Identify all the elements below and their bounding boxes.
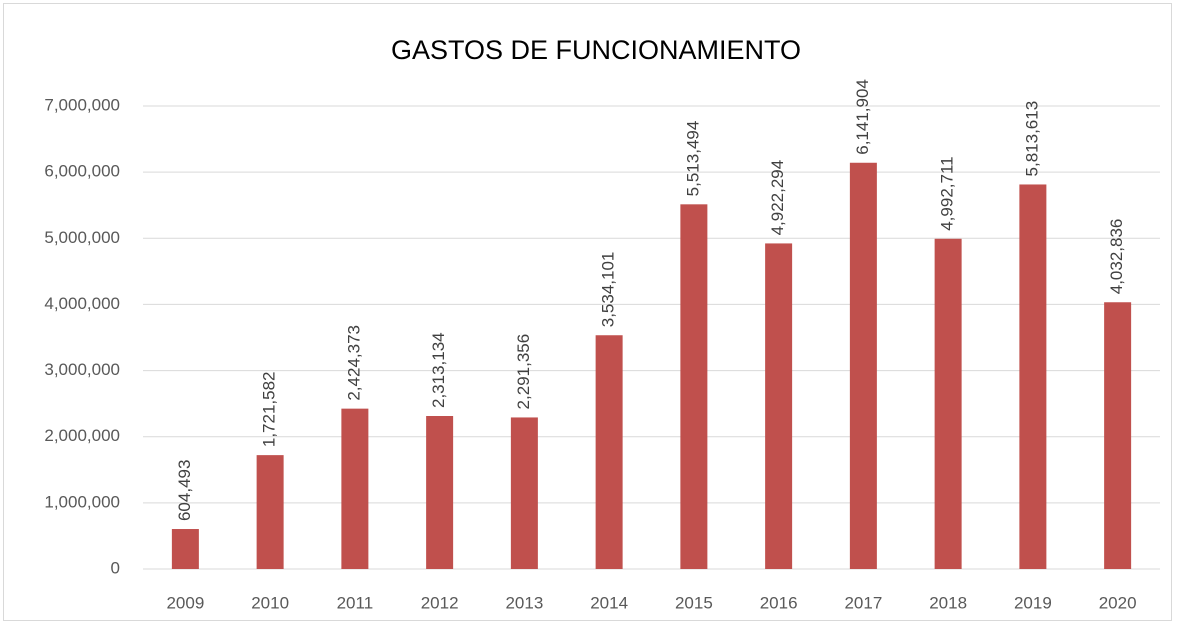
bar: [171, 529, 199, 569]
bar: [256, 455, 284, 569]
y-tick-label: 4,000,000: [44, 294, 120, 313]
bar: [510, 417, 538, 569]
value-label: 3,534,101: [599, 252, 618, 328]
x-tick-label: 2019: [1014, 593, 1052, 612]
value-label: 604,493: [175, 460, 194, 521]
bar: [1019, 184, 1047, 570]
x-tick-label: 2020: [1099, 593, 1137, 612]
x-tick-label: 2012: [421, 593, 459, 612]
value-label: 5,813,613: [1022, 101, 1041, 177]
x-tick-label: 2013: [505, 593, 543, 612]
y-tick-label: 5,000,000: [44, 228, 120, 247]
bar: [426, 416, 454, 569]
y-tick-label: 2,000,000: [44, 426, 120, 445]
value-label: 2,313,134: [429, 332, 448, 408]
value-label: 6,141,904: [853, 79, 872, 155]
value-label: 2,291,356: [514, 334, 533, 410]
x-tick-label: 2016: [760, 593, 798, 612]
y-tick-label: 6,000,000: [44, 162, 120, 181]
bar: [1104, 302, 1132, 569]
y-tick-label: 0: [111, 558, 120, 577]
x-tick-label: 2015: [675, 593, 713, 612]
x-tick-label: 2010: [251, 593, 289, 612]
bar: [849, 162, 877, 569]
x-tick-label: 2011: [337, 593, 374, 612]
bar: [934, 238, 962, 569]
bar: [341, 408, 369, 569]
value-label: 4,992,711: [938, 156, 957, 230]
chart-border: [3, 3, 1172, 621]
value-label: 4,032,836: [1107, 219, 1126, 295]
y-tick-label: 7,000,000: [44, 95, 120, 114]
bar: [595, 335, 623, 569]
value-label: 4,922,294: [768, 160, 787, 236]
bar: [680, 204, 708, 569]
y-tick-label: 3,000,000: [44, 360, 120, 379]
value-label: 5,513,494: [683, 121, 702, 197]
x-tick-label: 2017: [844, 593, 882, 612]
chart-title: GASTOS DE FUNCIONAMIENTO: [391, 35, 801, 65]
x-tick-label: 2014: [590, 593, 628, 612]
value-label: 1,721,582: [260, 371, 279, 447]
x-tick-label: 2018: [929, 593, 967, 612]
x-tick-label: 2009: [166, 593, 204, 612]
value-label: 2,424,373: [344, 325, 363, 401]
bar: [765, 243, 793, 569]
y-tick-label: 1,000,000: [44, 492, 120, 511]
